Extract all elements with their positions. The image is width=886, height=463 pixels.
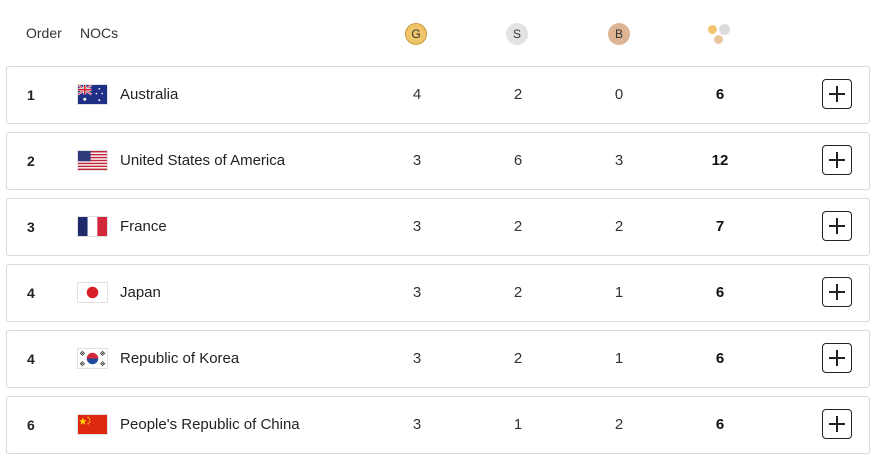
table-row: 3 France 3 2 2 7 <box>6 198 870 256</box>
gold-count: 3 <box>412 152 422 169</box>
expand-row-button[interactable] <box>822 145 852 175</box>
japan-flag-icon <box>77 282 108 303</box>
order-column-header[interactable]: Order <box>26 25 62 41</box>
bronze-medal-icon[interactable]: B <box>608 23 630 45</box>
table-row: 6 People's Republic of China 3 1 2 6 <box>6 396 870 454</box>
gold-count: 3 <box>412 218 422 235</box>
australia-flag-icon <box>77 84 108 105</box>
total-count: 6 <box>715 86 725 103</box>
bronze-count: 1 <box>614 350 624 367</box>
rank: 3 <box>27 219 35 235</box>
silver-medal-icon[interactable]: S <box>506 23 528 45</box>
rank: 1 <box>27 87 35 103</box>
rank: 6 <box>27 417 35 433</box>
country-name[interactable]: Australia <box>120 86 179 103</box>
table-row: 4 Japan 3 2 1 6 <box>6 264 870 322</box>
medal-table-header: Order NOCs G S B <box>0 0 886 66</box>
rank: 4 <box>27 285 35 301</box>
gold-count: 4 <box>412 86 422 103</box>
table-row: 2 United States of America 3 6 3 12 <box>6 132 870 190</box>
total-count: 6 <box>715 284 725 301</box>
country-name[interactable]: Republic of Korea <box>120 350 240 367</box>
bronze-count: 3 <box>614 152 624 169</box>
total-count: 6 <box>715 350 725 367</box>
expand-row-button[interactable] <box>822 211 852 241</box>
france-flag-icon <box>77 216 108 237</box>
table-row: 4 Republic of Korea 3 2 1 6 <box>6 330 870 388</box>
country-name[interactable]: People's Republic of China <box>120 416 300 433</box>
medals-total-icon[interactable] <box>708 23 738 47</box>
country-name[interactable]: United States of America <box>120 152 286 169</box>
total-count: 12 <box>711 152 729 169</box>
country-name[interactable]: Japan <box>120 284 161 301</box>
silver-count: 2 <box>513 218 523 235</box>
rank: 2 <box>27 153 35 169</box>
silver-count: 2 <box>513 284 523 301</box>
silver-count: 2 <box>513 86 523 103</box>
rank: 4 <box>27 351 35 367</box>
nocs-column-header[interactable]: NOCs <box>80 25 119 41</box>
expand-row-button[interactable] <box>822 277 852 307</box>
total-count: 6 <box>715 416 725 433</box>
gold-count: 3 <box>412 350 422 367</box>
silver-count: 2 <box>513 350 523 367</box>
china-flag-icon <box>77 414 108 435</box>
silver-count: 1 <box>513 416 523 433</box>
korea-flag-icon <box>77 348 108 369</box>
total-count: 7 <box>715 218 725 235</box>
bronze-count: 2 <box>614 416 624 433</box>
table-row: 1 Australia 4 2 0 6 <box>6 66 870 124</box>
silver-count: 6 <box>513 152 523 169</box>
gold-count: 3 <box>412 284 422 301</box>
bronze-count: 2 <box>614 218 624 235</box>
expand-row-button[interactable] <box>822 409 852 439</box>
expand-row-button[interactable] <box>822 79 852 109</box>
gold-count: 3 <box>412 416 422 433</box>
expand-row-button[interactable] <box>822 343 852 373</box>
country-name[interactable]: France <box>120 218 167 235</box>
bronze-count: 1 <box>614 284 624 301</box>
bronze-count: 0 <box>614 86 624 103</box>
usa-flag-icon <box>77 150 108 171</box>
gold-medal-icon[interactable]: G <box>405 23 427 45</box>
